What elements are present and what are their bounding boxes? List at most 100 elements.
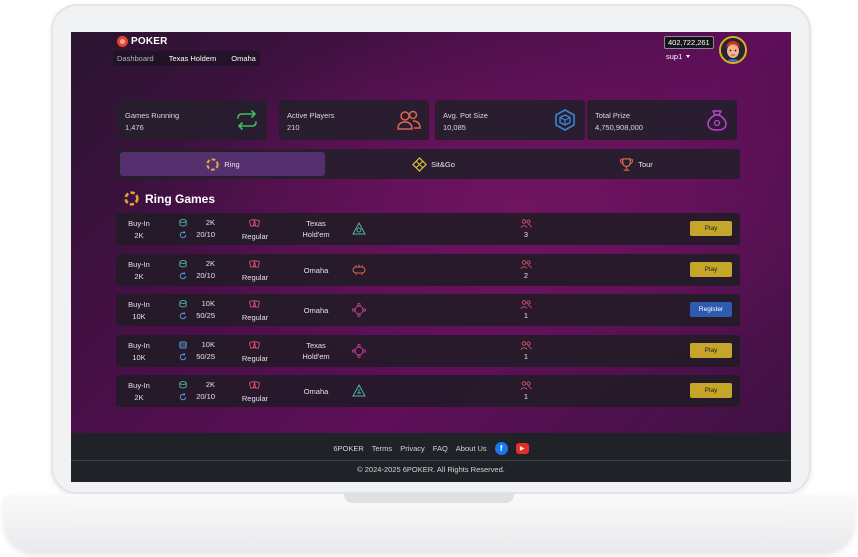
nav-item-dashboard[interactable]: Dashboard: [117, 54, 154, 63]
section-heading: Ring Games: [123, 190, 215, 207]
blinds-value: 20/10: [196, 271, 215, 280]
nav-item-omaha[interactable]: Omaha: [231, 54, 256, 63]
stack-info: 2K: [179, 259, 215, 268]
tab-ring[interactable]: Ring: [120, 152, 325, 176]
ring-icon: [124, 191, 139, 206]
stat-value: 1,476: [125, 123, 144, 132]
register-button[interactable]: Register: [690, 302, 732, 317]
stat-label: Total Prize: [595, 111, 631, 120]
players-icon: [520, 341, 532, 350]
refresh-icon: [179, 311, 187, 319]
table-seats-icon: [352, 383, 366, 397]
footer-divider: [71, 460, 791, 461]
footer-link-faq[interactable]: FAQ: [432, 444, 448, 453]
blinds-value: 20/10: [196, 230, 215, 239]
refresh-icon: [179, 392, 187, 400]
stack-value: 10K: [201, 340, 215, 349]
players-count: 1: [523, 392, 529, 401]
repeat-icon: [237, 110, 257, 130]
footer-links: 6POKER Terms Privacy FAQ About Us f ▶: [71, 442, 791, 455]
tab-tour[interactable]: Tour: [536, 152, 736, 176]
coin-stack-icon: [179, 380, 187, 388]
avatar[interactable]: [719, 36, 747, 64]
tab-sit-and-go[interactable]: Sit&Go: [331, 152, 536, 176]
ring-icon: [206, 157, 219, 171]
tab-label: Tour: [638, 159, 653, 169]
game-name: Texas Hold'em: [291, 340, 341, 362]
game-name-line1: Texas: [306, 341, 326, 350]
stack-value: 10K: [201, 299, 215, 308]
cards-icon: [249, 300, 260, 308]
blinds-info: 20/10: [179, 230, 215, 239]
nav-item-texas-holdem[interactable]: Texas Holdem: [168, 54, 217, 63]
buyin-value: 2K: [134, 272, 144, 281]
players-icon: [520, 300, 532, 309]
blinds-info: 50/25: [179, 311, 215, 320]
username: sup1: [666, 52, 683, 61]
coin-stack-icon: [179, 341, 187, 348]
buyin-value: 10K: [132, 312, 146, 321]
prize-bag-icon: [707, 110, 727, 131]
laptop-keyboard-area: [74, 508, 784, 524]
players-count: 1: [523, 311, 529, 320]
facebook-icon[interactable]: f: [494, 442, 508, 455]
stat-card-games-running: Games Running 1,476: [117, 100, 267, 140]
footer-link-privacy[interactable]: Privacy: [400, 444, 425, 453]
buyin-label: Buy-In: [128, 300, 150, 309]
game-name: Texas Hold'em: [291, 218, 341, 240]
stat-card-total-prize: Total Prize 4,750,908,000: [587, 100, 737, 140]
stat-label: Games Running: [125, 111, 180, 120]
stack-info: 10K: [179, 299, 215, 308]
stack-value: 2K: [205, 380, 215, 389]
players-count: 2: [523, 271, 529, 280]
tab-label: Sit&Go: [431, 159, 455, 169]
table-seats-icon: [351, 302, 367, 318]
footer-link-about-us[interactable]: About Us: [455, 444, 487, 453]
site-footer: 6POKER Terms Privacy FAQ About Us f ▶ © …: [71, 433, 791, 482]
buyin-value: 2K: [134, 231, 144, 240]
footer-link-terms[interactable]: Terms: [371, 444, 393, 453]
buyin-label: Buy-In: [128, 381, 150, 390]
play-button[interactable]: Play: [690, 383, 732, 398]
game-name: Omaha: [303, 387, 329, 396]
stat-label: Active Players: [287, 111, 335, 120]
game-row[interactable]: Buy-In 2K 2K 20/10 Regular Texas Hold'em…: [116, 213, 740, 245]
stat-card-active-players: Active Players 210: [279, 100, 429, 140]
play-button[interactable]: Play: [690, 343, 732, 358]
players-count: 1: [523, 352, 529, 361]
game-name-line1: Texas: [306, 219, 326, 228]
game-row[interactable]: Buy-In 10K 10K 50/25 Regular Omaha 1 Reg…: [116, 294, 740, 326]
chevron-down-icon: [686, 55, 691, 58]
blinds-info: 50/25: [179, 352, 215, 361]
refresh-icon: [179, 230, 187, 238]
user-menu[interactable]: sup1: [666, 52, 691, 61]
stack-info: 2K: [179, 218, 215, 227]
stat-value: 210: [287, 123, 300, 132]
table-seats-icon: [352, 221, 366, 235]
play-button[interactable]: Play: [690, 221, 732, 236]
table-seats-icon: [351, 343, 367, 359]
game-name: Omaha: [303, 266, 329, 275]
game-row[interactable]: Buy-In 2K 2K 20/10 Regular Omaha 2 Play: [116, 254, 740, 286]
players-icon: [520, 260, 532, 269]
blinds-value: 50/25: [196, 311, 215, 320]
youtube-icon[interactable]: ▶: [515, 443, 529, 454]
play-button[interactable]: Play: [690, 262, 732, 277]
game-type-tabs: Ring Sit&Go Tour: [116, 149, 740, 179]
stat-value: 10,085: [443, 123, 466, 132]
cards-icon: [249, 260, 260, 268]
mode-label: Regular: [241, 273, 269, 282]
coin-stack-icon: [179, 299, 187, 307]
brand-logo[interactable]: POKER: [117, 36, 168, 47]
mode-label: Regular: [241, 232, 269, 241]
game-name-line2: Hold'em: [302, 230, 330, 239]
game-row[interactable]: Buy-In 10K 10K 50/25 Regular Texas Hold'…: [116, 335, 740, 367]
game-row[interactable]: Buy-In 2K 2K 20/10 Regular Omaha 1 Play: [116, 375, 740, 407]
laptop-base: [4, 494, 854, 552]
cards-icon: [249, 219, 260, 227]
footer-link-6poker[interactable]: 6POKER: [333, 444, 364, 453]
blinds-info: 20/10: [179, 392, 215, 401]
diamond-grid-icon: [412, 156, 428, 172]
mode-label: Regular: [241, 354, 269, 363]
main-nav: Dashboard Texas Holdem Omaha: [113, 51, 260, 66]
